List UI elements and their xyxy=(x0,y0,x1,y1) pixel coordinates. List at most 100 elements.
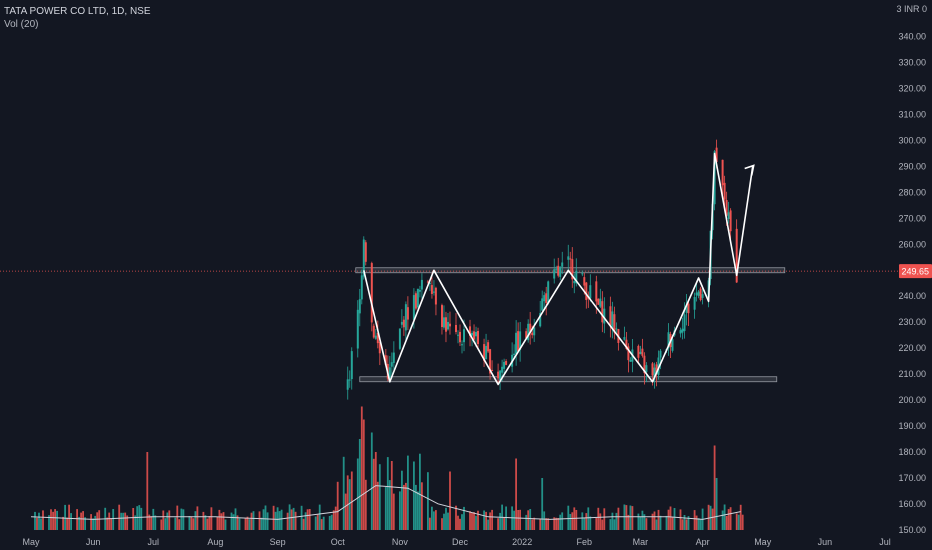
volume-bar xyxy=(258,511,261,530)
volume-bar xyxy=(617,507,620,530)
y-tick-label: 280.00 xyxy=(898,187,926,197)
candle-body xyxy=(525,331,528,338)
candle-body xyxy=(653,367,656,379)
volume-bar xyxy=(178,519,181,530)
candle-body xyxy=(721,159,724,186)
volume-bar xyxy=(350,471,353,530)
support-resistance-zones[interactable] xyxy=(355,267,786,383)
volume-bar xyxy=(188,516,191,530)
y-tick-label: 150.00 xyxy=(898,525,926,535)
candle-body xyxy=(699,288,702,300)
candle-body xyxy=(346,379,349,390)
volume-bar xyxy=(308,509,311,530)
candle-body xyxy=(392,352,395,364)
candle-body xyxy=(567,256,570,260)
candle-body xyxy=(378,342,381,354)
candle-body xyxy=(390,362,393,367)
chart-title: TATA POWER CO LTD, 1D, NSE xyxy=(4,6,151,17)
x-axis[interactable]: May Jun Jul Aug Sep Oct Nov Dec 2022 Feb Mar Apr May… xyxy=(22,537,890,547)
arrow-head xyxy=(744,164,755,176)
candle-body xyxy=(374,335,377,339)
volume-bar xyxy=(192,518,195,530)
volume-ma-line xyxy=(30,485,741,520)
candle-body xyxy=(384,355,387,366)
candle-body xyxy=(503,361,506,369)
volume-bar xyxy=(567,505,570,530)
volume-bar xyxy=(673,508,676,530)
y-axis[interactable]: 3 INR 0 340.00 330.00 320.00 310.00 300.00 290… xyxy=(896,4,932,535)
volume-bar xyxy=(386,457,389,530)
volume-bar xyxy=(613,519,616,530)
volume-bar xyxy=(388,480,391,530)
volume-bar xyxy=(737,514,740,530)
candle-body xyxy=(459,331,461,343)
volume-bar xyxy=(124,512,127,530)
candle-body xyxy=(681,328,684,333)
volume-bar xyxy=(360,406,363,530)
candle-body xyxy=(491,370,494,372)
volume-bar xyxy=(294,511,297,530)
candle-body xyxy=(519,331,522,350)
volume-bar xyxy=(272,505,275,530)
volume-bar xyxy=(260,517,263,530)
candle-body xyxy=(679,330,682,334)
volume-indicator-label[interactable]: Vol (20) xyxy=(4,19,39,30)
volume-bar xyxy=(441,518,443,530)
volume-bar xyxy=(433,511,435,530)
volume-bar xyxy=(407,455,409,530)
volume-bar xyxy=(110,518,113,530)
volume-bar xyxy=(356,458,359,530)
volume-bar xyxy=(246,516,249,530)
volume-bar xyxy=(483,510,485,530)
volume-bar xyxy=(721,510,724,530)
candle-body xyxy=(483,344,486,361)
x-tick-label: May xyxy=(22,537,40,547)
volume-bar xyxy=(364,479,367,530)
x-tick-label: Jun xyxy=(818,537,833,547)
volume-bar xyxy=(370,432,373,530)
volume-bar xyxy=(413,461,415,530)
volume-bar xyxy=(629,505,632,530)
volume-bar xyxy=(685,519,688,530)
candle-body xyxy=(573,280,576,284)
candle-body xyxy=(414,293,417,309)
volume-bar xyxy=(473,512,475,530)
candle-body xyxy=(517,331,520,352)
y-tick-label: 300.00 xyxy=(898,136,926,146)
volume-bar xyxy=(334,506,337,530)
candle-body xyxy=(603,308,606,324)
volume-bar xyxy=(266,512,269,530)
volume-bar xyxy=(525,514,528,530)
volume-bar xyxy=(248,519,251,530)
candle-body xyxy=(713,151,716,205)
candle-body xyxy=(693,296,696,310)
candle-body xyxy=(545,293,548,303)
candle-body xyxy=(445,317,447,332)
candle-body xyxy=(443,317,445,328)
candle-body xyxy=(531,332,534,336)
candle-body xyxy=(469,326,471,336)
volume-bar xyxy=(741,514,744,530)
volume-bar xyxy=(505,506,507,530)
volume-bar xyxy=(314,516,317,530)
volume-bar xyxy=(555,517,558,530)
volume-bar xyxy=(342,456,345,530)
volume-bar xyxy=(499,512,501,530)
candle-body xyxy=(364,242,367,262)
volume-bar xyxy=(276,507,279,530)
x-tick-label: Nov xyxy=(392,537,409,547)
volume-bar xyxy=(146,452,149,530)
volume-bar xyxy=(569,514,572,530)
volume-bar xyxy=(238,518,241,530)
volume-bar xyxy=(336,481,339,530)
volume-bar xyxy=(176,505,179,530)
candle-body xyxy=(701,294,704,298)
volume-bar xyxy=(82,511,84,530)
currency-label: 3 INR 0 xyxy=(896,4,927,14)
volume-bar xyxy=(427,472,429,530)
pattern-drawing[interactable] xyxy=(363,152,755,386)
y-tick-label: 210.00 xyxy=(898,369,926,379)
volume-bar xyxy=(234,508,237,530)
candle-body xyxy=(487,342,490,352)
